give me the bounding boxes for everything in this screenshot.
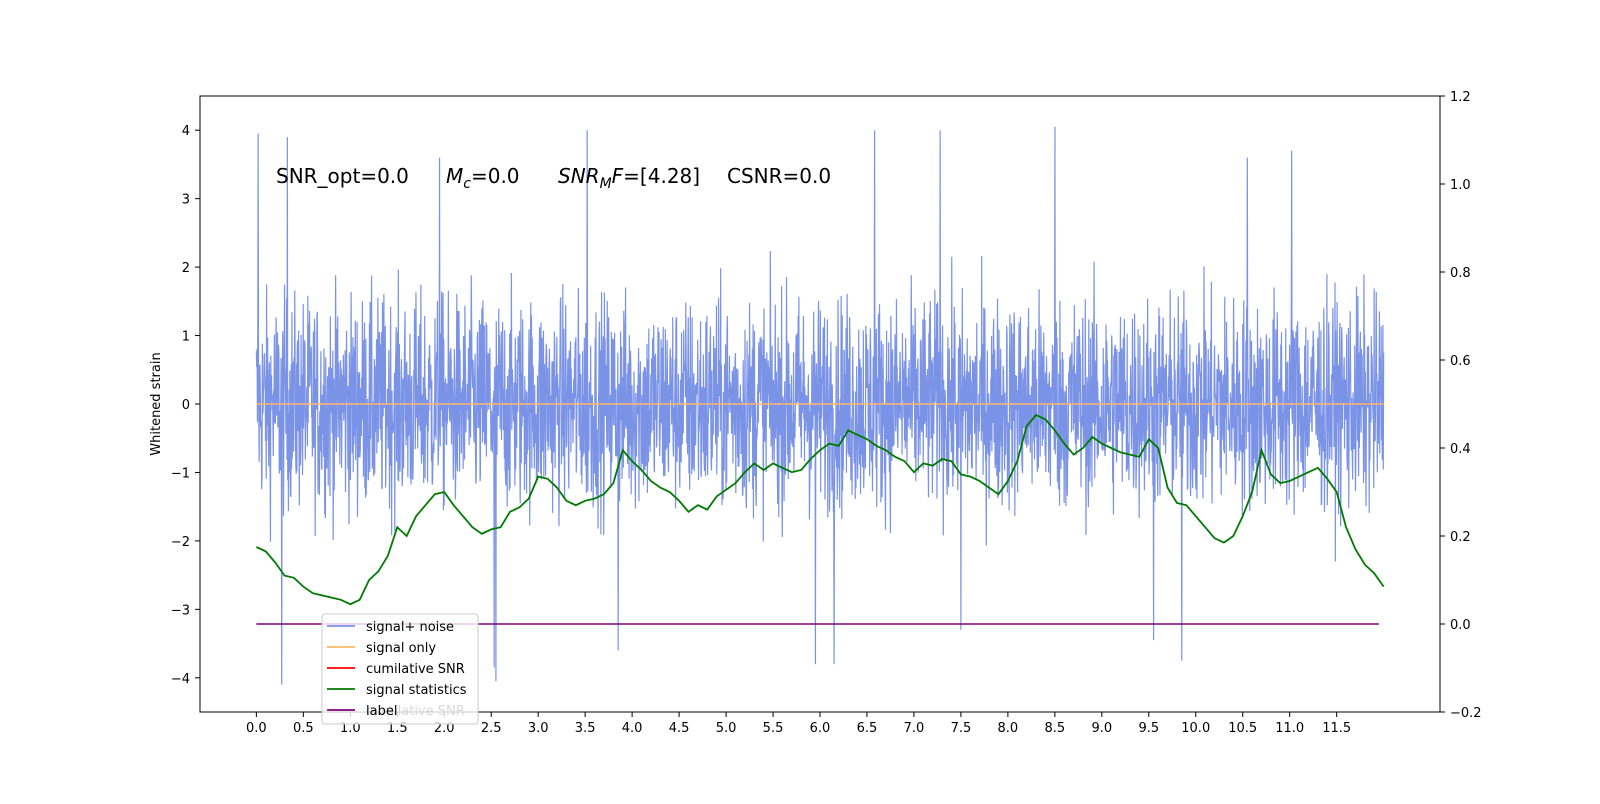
x-tick-label: 7.5: [951, 721, 972, 736]
x-tick-label: 7.0: [904, 721, 925, 736]
annotation-snr-opt: SNR_opt=0.0: [276, 164, 409, 188]
legend-entry-label: label: [366, 704, 397, 719]
x-tick-label: 0.5: [293, 721, 314, 736]
y-right-tick-label: 0.6: [1450, 354, 1471, 369]
x-tick-label: 1.5: [387, 721, 408, 736]
x-tick-label: 3.5: [575, 721, 596, 736]
y-axis-label: Whitened strain: [149, 352, 164, 455]
y-left-tick-label: 2: [182, 261, 190, 276]
y-left-tick-label: 0: [182, 398, 190, 413]
x-tick-label: 8.5: [1045, 721, 1066, 736]
annotation-csnr: CSNR=0.0: [727, 164, 831, 188]
annotation-snr-mf-value: =[4.28]: [623, 164, 700, 188]
x-tick-label: 10.5: [1228, 721, 1257, 736]
x-tick-label: 2.0: [434, 721, 455, 736]
legend-entry-label: signal statistics: [366, 683, 467, 698]
y-left-tick-label: −2: [171, 535, 190, 550]
x-tick-label: 11.0: [1275, 721, 1304, 736]
noise-series: [255, 126, 1385, 685]
legend: signal+ noise signal only cumilative SNR si…: [321, 613, 479, 725]
annotation-snr-mf-f: F: [612, 164, 624, 188]
legend-overlapped-text: cumilative SNR: [366, 704, 465, 719]
x-tick-label: 5.5: [763, 721, 784, 736]
x-tick-label: 11.5: [1322, 721, 1351, 736]
y-right-tick-label: −0.2: [1450, 706, 1482, 721]
y-left-tick-label: 1: [182, 330, 190, 345]
series-signal-statistics-line: [255, 413, 1385, 606]
y-left-tick-label: −3: [171, 603, 190, 618]
x-tick-label: 5.0: [716, 721, 737, 736]
y-right-tick-label: 1.2: [1450, 90, 1471, 105]
legend-entry-label: signal only: [366, 641, 436, 656]
y-right-tick-label: 0.8: [1450, 266, 1471, 281]
annotation-mc-symbol: M: [446, 164, 463, 188]
annotation-text: SNR_opt=0.0 Mc=0.0 SNRMF=[4.28] CSNR=0.0: [276, 164, 831, 192]
x-tick-label: 10.0: [1181, 721, 1210, 736]
legend-box: [321, 613, 479, 725]
y-left-tick-label: 4: [182, 124, 190, 139]
annotation-mc-value: =0.0: [471, 164, 520, 188]
annotation-mc-sub: c: [463, 176, 471, 192]
x-tick-label: 2.5: [481, 721, 502, 736]
y-left-tick-label: −4: [171, 672, 190, 687]
y-right-tick-label: 0.4: [1450, 442, 1471, 457]
y-right-tick-label: 0.2: [1450, 530, 1471, 545]
y-right-tick-label: 0.0: [1450, 618, 1471, 633]
annotation-snr-mf: SNRMF=[4.28]: [558, 164, 700, 192]
legend-entry-label: signal+ noise: [366, 620, 454, 635]
x-tick-label: 9.0: [1091, 721, 1112, 736]
x-tick-label: 6.0: [810, 721, 831, 736]
annotation-snr-mf-sub: M: [600, 176, 612, 192]
x-tick-label: 0.0: [246, 721, 267, 736]
y-left-tick-label: −1: [171, 466, 190, 481]
x-tick-label: 8.0: [998, 721, 1019, 736]
x-tick-label: 4.5: [669, 721, 690, 736]
x-tick-label: 9.5: [1138, 721, 1159, 736]
y-left-tick-label: 3: [182, 193, 190, 208]
series-signal-noise-line: [255, 126, 1385, 685]
annotation-mc: Mc=0.0: [446, 164, 520, 192]
axis-ticks: 0.0 0.5 1.0 1.5 2.0 2.5 3.0 3.5 4.0 4.5 5.0 5.5 6.0 6…: [171, 90, 1482, 736]
x-tick-label: 1.0: [340, 721, 361, 736]
annotation-snr-mf-symbol: SNR: [558, 164, 600, 188]
x-tick-label: 6.5: [857, 721, 878, 736]
x-tick-label: 4.0: [622, 721, 643, 736]
x-tick-label: 3.0: [528, 721, 549, 736]
legend-entry-label: cumilative SNR: [366, 662, 465, 677]
y-right-tick-label: 1.0: [1450, 178, 1471, 193]
